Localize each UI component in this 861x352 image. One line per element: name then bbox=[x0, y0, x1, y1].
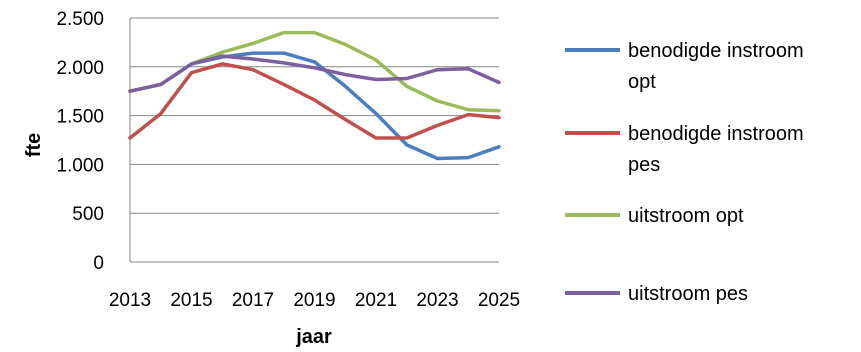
legend-label-line: benodigde instroom bbox=[628, 40, 804, 62]
gridlines bbox=[130, 17, 499, 214]
x-tick-label: 2023 bbox=[416, 290, 458, 311]
y-tick-label: 500 bbox=[72, 204, 104, 225]
x-tick-label: 2021 bbox=[355, 290, 397, 311]
series-line-4 bbox=[128, 54, 501, 93]
x-tick-label: 2019 bbox=[293, 290, 335, 311]
x-tick-label: 2017 bbox=[232, 290, 274, 311]
x-tick-labels: 2013 2015 2017 2019 2021 2023 2025 bbox=[109, 290, 520, 311]
y-tick-label: 2.000 bbox=[56, 58, 104, 79]
legend-label-line: benodigde instroom bbox=[628, 123, 804, 145]
legend-label-line: uitstroom opt bbox=[628, 205, 744, 227]
x-tick-label: 2025 bbox=[478, 290, 520, 311]
legend-entry: uitstroom opt bbox=[628, 205, 744, 227]
series-line-2 bbox=[128, 62, 501, 140]
legend-label-line: opt bbox=[628, 71, 656, 93]
x-axis-title: jaar bbox=[295, 326, 332, 348]
y-tick-label: 2.500 bbox=[56, 9, 104, 30]
y-tick-label: 0 bbox=[93, 253, 104, 274]
y-tick-labels: 0 500 1.000 1.500 2.000 2.500 bbox=[56, 9, 104, 274]
x-tick-label: 2015 bbox=[170, 290, 212, 311]
y-tick-label: 1.500 bbox=[56, 107, 104, 128]
legend-label-line: pes bbox=[628, 154, 660, 176]
axes bbox=[129, 18, 499, 263]
legend: benodigde instroom opt benodigde instroom p… bbox=[565, 40, 804, 305]
series-lines bbox=[128, 30, 501, 161]
legend-entry: benodigde instroom opt bbox=[628, 40, 804, 93]
legend-entry: uitstroom pes bbox=[628, 283, 748, 305]
legend-entry: benodigde instroom pes bbox=[628, 123, 804, 176]
y-axis-title: fte bbox=[23, 133, 45, 157]
legend-label-line: uitstroom pes bbox=[628, 283, 748, 305]
x-tick-label: 2013 bbox=[109, 290, 151, 311]
y-tick-label: 1.000 bbox=[56, 155, 104, 176]
